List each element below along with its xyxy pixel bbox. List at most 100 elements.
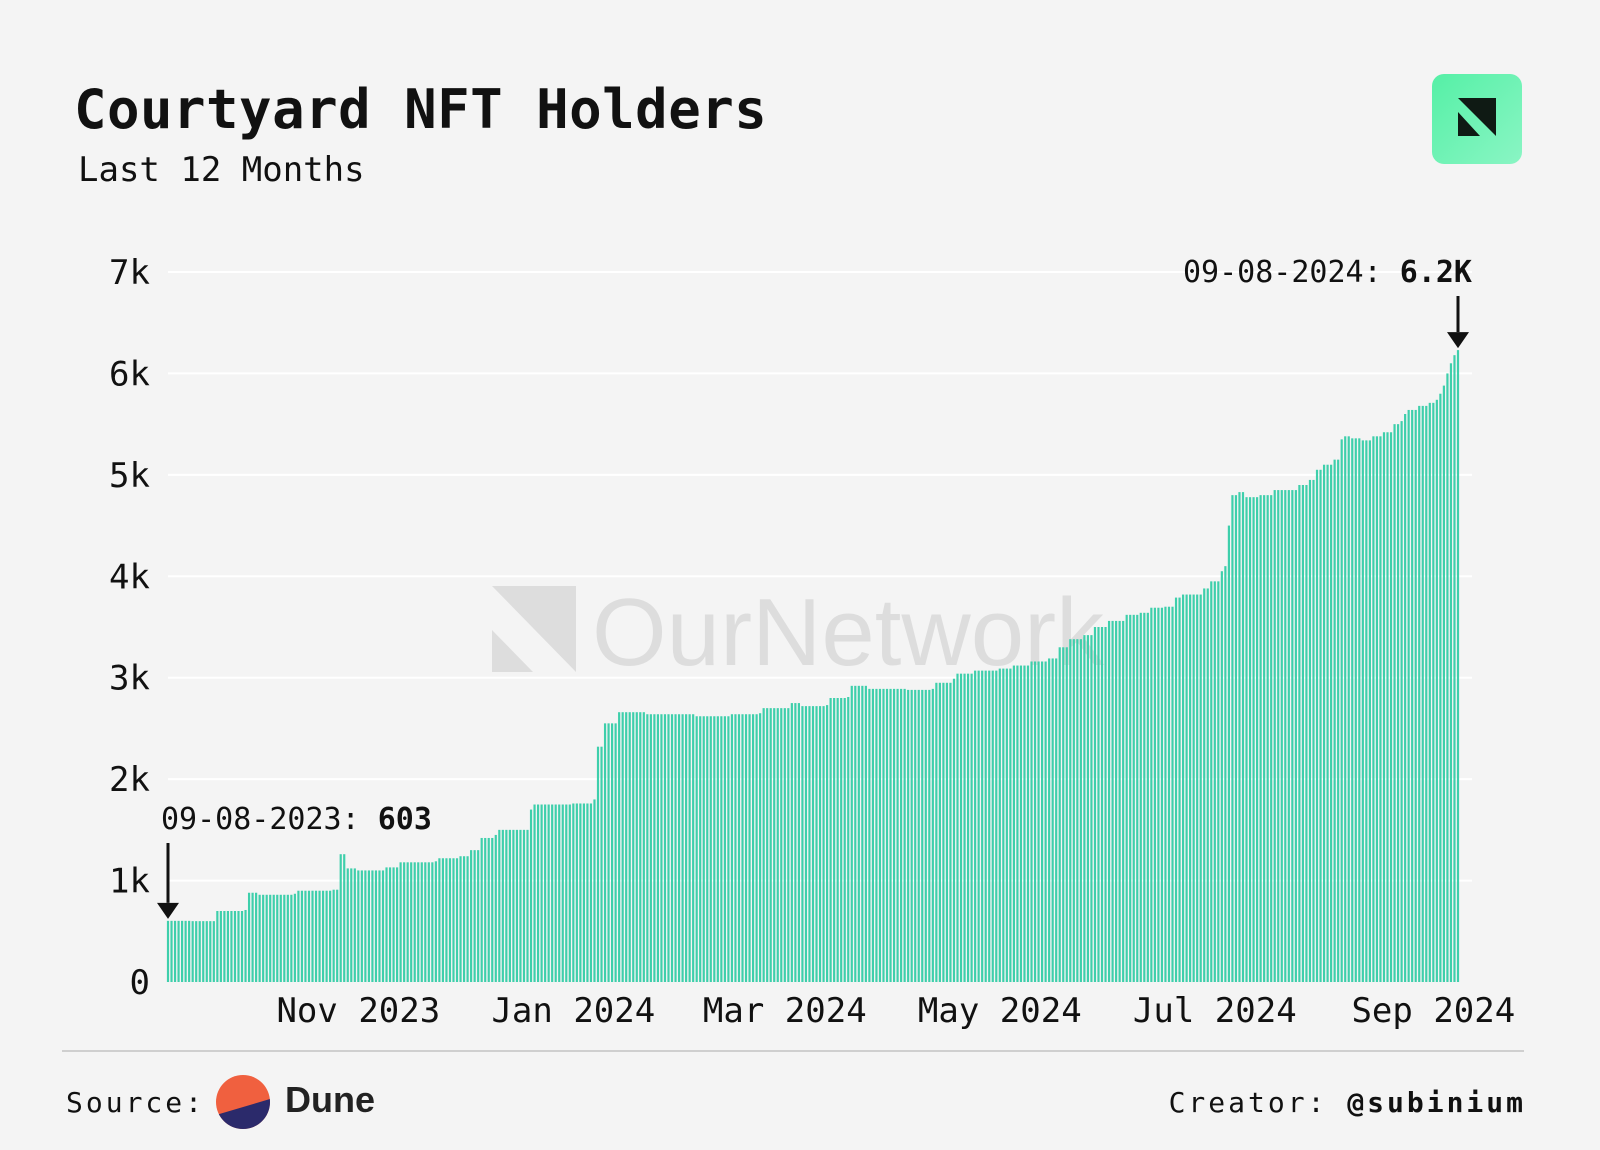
annotation-value: 6.2K [1400, 255, 1472, 290]
bar [202, 921, 205, 982]
bar [1361, 440, 1364, 982]
bar [420, 862, 423, 982]
bar [649, 714, 652, 982]
y-tick-label: 6k [109, 354, 150, 394]
bar [1167, 606, 1171, 982]
bar [1234, 495, 1238, 982]
bar [766, 708, 769, 982]
bar [871, 688, 875, 982]
bar [1256, 497, 1259, 982]
bar [477, 850, 480, 982]
bar [551, 804, 554, 982]
bar [572, 803, 575, 982]
bar [868, 688, 871, 982]
annotation-label: 09-08-2024: 6.2K [1183, 255, 1472, 290]
creator-credit: Creator: @subinium [1169, 1086, 1526, 1119]
annotation-label: 09-08-2023: 603 [161, 802, 432, 837]
bar [952, 678, 956, 982]
bar [1174, 597, 1178, 982]
bar [1301, 485, 1305, 982]
bar [233, 911, 237, 982]
bar [1220, 571, 1223, 982]
annotation-date: 09-08-2024: [1183, 255, 1400, 290]
bar [452, 858, 455, 982]
bar [857, 685, 860, 982]
bar [938, 682, 941, 982]
bar [318, 890, 321, 982]
bar [392, 867, 395, 982]
bar [170, 920, 173, 982]
bar [692, 714, 695, 982]
bar [1033, 661, 1037, 982]
bar [808, 706, 811, 982]
x-tick-label: Nov 2023 [276, 991, 440, 1031]
bar [181, 920, 184, 982]
bar [931, 688, 934, 982]
bar [670, 714, 674, 982]
bar [1238, 492, 1241, 982]
bar [804, 706, 808, 982]
bar [709, 716, 712, 982]
bar [388, 867, 392, 982]
bar [674, 714, 677, 982]
bar [660, 714, 663, 982]
bar [586, 803, 589, 982]
bar [251, 892, 254, 982]
bar [1079, 639, 1082, 982]
bar [1315, 469, 1319, 982]
bar [882, 688, 885, 982]
bar [1241, 492, 1245, 982]
bar [455, 858, 459, 982]
bar [512, 829, 515, 982]
svg-text:OurNetwork: OurNetwork [592, 579, 1105, 686]
bar [1199, 594, 1202, 982]
bar [1097, 627, 1100, 982]
bar [762, 708, 765, 982]
bar [1393, 424, 1396, 983]
bar [611, 723, 614, 982]
bar [1104, 627, 1107, 982]
bar [942, 682, 945, 982]
bar [1358, 438, 1361, 982]
bar [219, 911, 222, 982]
bar [1365, 440, 1368, 982]
bar [811, 706, 815, 982]
bar [1164, 606, 1167, 982]
bar [438, 858, 441, 982]
bar [850, 685, 853, 982]
bar [702, 716, 705, 982]
bar [406, 862, 409, 982]
bar [321, 890, 325, 982]
bar [561, 804, 564, 982]
bar [822, 706, 825, 982]
bar [1012, 665, 1015, 982]
bar [840, 698, 843, 982]
bar [797, 703, 800, 982]
bar [1037, 661, 1040, 982]
bar [917, 689, 920, 982]
bar [970, 673, 973, 982]
bar [1118, 620, 1121, 982]
bar [188, 920, 191, 982]
bar [473, 850, 476, 982]
y-tick-label: 2k [109, 760, 150, 800]
bar [491, 837, 494, 982]
y-tick-label: 1k [109, 862, 150, 902]
bar [614, 723, 617, 982]
bar [350, 868, 353, 982]
bar [462, 856, 466, 982]
bar [403, 862, 406, 982]
bar [1322, 464, 1326, 982]
source-name: Dune [285, 1079, 375, 1120]
bar [1312, 479, 1315, 982]
bar [1231, 495, 1234, 982]
bar [1340, 439, 1343, 982]
bar [1111, 620, 1114, 982]
bar [226, 911, 230, 982]
bar [1396, 424, 1400, 983]
bar [1368, 440, 1371, 982]
bar [237, 911, 240, 982]
x-tick-label: May 2024 [918, 991, 1082, 1031]
bar [861, 685, 864, 982]
bar [480, 837, 483, 982]
